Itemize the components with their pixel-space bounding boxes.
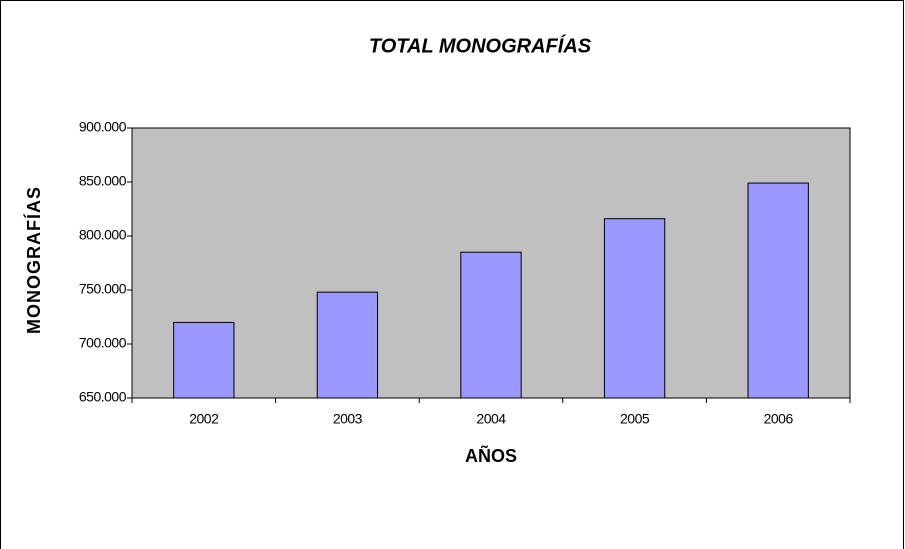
x-tick-label: 2004 bbox=[476, 411, 506, 427]
y-tick-label: 850.000 bbox=[79, 173, 127, 189]
bar bbox=[316, 291, 379, 399]
chart-title: TOTAL MONOGRAFÍAS bbox=[369, 34, 592, 57]
x-tick-label: 2005 bbox=[620, 411, 650, 427]
bar bbox=[173, 321, 235, 399]
x-tick-label: 2002 bbox=[189, 411, 219, 427]
y-axis-label: MONOGRAFÍAS bbox=[23, 186, 44, 334]
x-axis-label: AÑOS bbox=[465, 445, 517, 466]
y-tick-label: 750.000 bbox=[79, 281, 127, 297]
y-tick-label: 900.000 bbox=[79, 119, 127, 135]
y-tick-label: 650.000 bbox=[79, 389, 127, 405]
x-tick-label: 2006 bbox=[764, 411, 794, 427]
bar bbox=[603, 218, 666, 399]
bar bbox=[460, 251, 522, 399]
bar bbox=[747, 182, 809, 399]
y-tick-label: 800.000 bbox=[79, 227, 127, 243]
x-tick-label: 2003 bbox=[333, 411, 363, 427]
y-tick-label: 700.000 bbox=[79, 335, 127, 351]
